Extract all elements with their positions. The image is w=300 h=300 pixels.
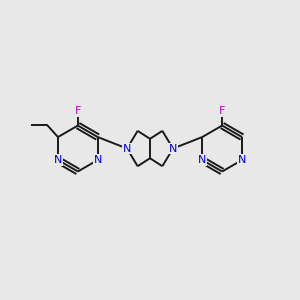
Text: N: N (54, 155, 62, 165)
Text: N: N (238, 155, 246, 165)
Text: F: F (219, 106, 225, 116)
Text: N: N (94, 155, 102, 165)
Text: N: N (198, 155, 206, 165)
Text: N: N (123, 143, 131, 154)
Text: N: N (169, 143, 177, 154)
Text: F: F (75, 106, 81, 116)
